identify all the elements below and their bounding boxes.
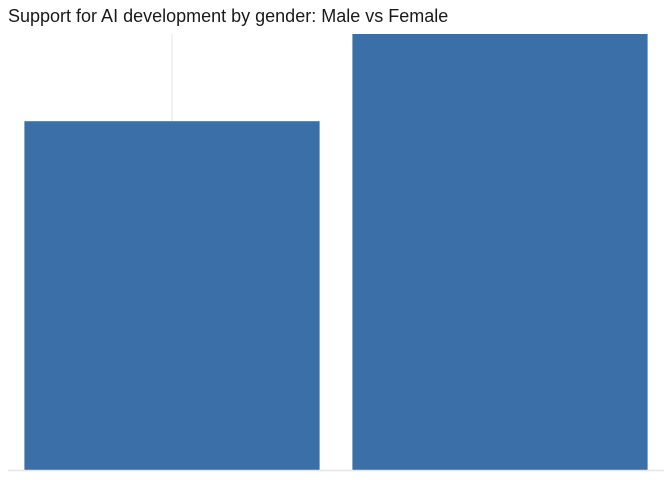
chart-title: Support for AI development by gender: Ma… <box>8 6 449 26</box>
bar-1 <box>24 121 320 470</box>
bars <box>24 34 648 470</box>
bar-2 <box>352 34 648 470</box>
